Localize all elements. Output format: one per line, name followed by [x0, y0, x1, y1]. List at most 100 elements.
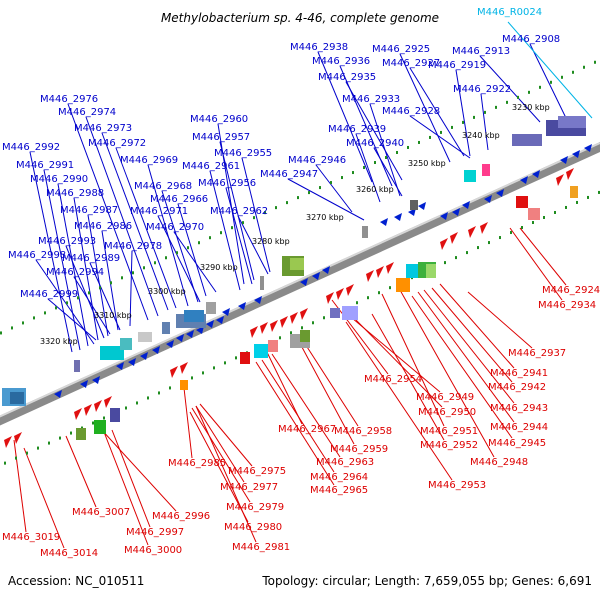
- forward-gene-label[interactable]: M446_2993: [38, 236, 96, 247]
- forward-gene-label[interactable]: M446_2960: [190, 114, 248, 125]
- reverse-gene-label[interactable]: M446_3019: [2, 532, 60, 543]
- forward-gene-label[interactable]: M446_2922: [453, 84, 511, 95]
- forward-gene-label[interactable]: M446_2938: [290, 42, 348, 53]
- gene-block[interactable]: [528, 208, 540, 220]
- reverse-gene-label[interactable]: M446_2975: [228, 466, 286, 477]
- forward-gene-label[interactable]: M446_2988: [46, 188, 104, 199]
- forward-gene-label[interactable]: M446_2968: [134, 181, 192, 192]
- reverse-gene-label[interactable]: M446_2997: [126, 527, 184, 538]
- forward-gene-arrow[interactable]: [176, 334, 184, 342]
- forward-gene-label[interactable]: M446_2998: [8, 250, 66, 261]
- reverse-gene-label[interactable]: M446_2934: [538, 300, 596, 311]
- reverse-gene-arrow[interactable]: [556, 174, 564, 186]
- gene-block[interactable]: [516, 196, 528, 208]
- gene-block[interactable]: [330, 308, 340, 318]
- reverse-gene-arrow[interactable]: [468, 226, 476, 238]
- forward-gene-label[interactable]: M446_2970: [146, 222, 204, 233]
- reverse-gene-label[interactable]: M446_2954: [364, 374, 422, 385]
- forward-gene-arrow[interactable]: [452, 208, 460, 216]
- forward-gene-arrow[interactable]: [254, 296, 262, 304]
- gene-block[interactable]: [76, 428, 86, 440]
- forward-gene-arrow[interactable]: [418, 202, 426, 210]
- forward-gene-label[interactable]: M446_2927: [382, 58, 440, 69]
- reverse-gene-label[interactable]: M446_2980: [224, 522, 282, 533]
- forward-gene-arrow[interactable]: [216, 316, 224, 324]
- forward-gene-label[interactable]: M446_2961: [182, 161, 240, 172]
- forward-gene-arrow[interactable]: [54, 390, 62, 398]
- forward-gene-label[interactable]: M446_2940: [346, 138, 404, 149]
- forward-gene-arrow[interactable]: [116, 362, 124, 370]
- gene-block[interactable]: [74, 360, 80, 372]
- forward-gene-arrow[interactable]: [496, 189, 504, 197]
- forward-gene-label[interactable]: M446_2989: [62, 253, 120, 264]
- forward-gene-label[interactable]: M446_2976: [40, 94, 98, 105]
- reverse-gene-arrow[interactable]: [386, 262, 394, 274]
- reverse-gene-arrow[interactable]: [14, 432, 22, 444]
- forward-gene-arrow[interactable]: [80, 380, 88, 388]
- forward-gene-label[interactable]: M446_2919: [428, 60, 486, 71]
- reverse-gene-label[interactable]: M446_2948: [470, 457, 528, 468]
- forward-gene-label[interactable]: M446_2908: [502, 34, 560, 45]
- forward-gene-label[interactable]: M446_2957: [192, 132, 250, 143]
- gene-block[interactable]: [10, 392, 24, 404]
- reverse-gene-arrow[interactable]: [4, 436, 12, 448]
- gene-block[interactable]: [268, 340, 278, 352]
- forward-gene-arrow[interactable]: [128, 358, 136, 366]
- forward-gene-label[interactable]: M446_2956: [198, 178, 256, 189]
- reverse-gene-label[interactable]: M446_2959: [330, 444, 388, 455]
- forward-gene-label[interactable]: M446_2999: [20, 289, 78, 300]
- reverse-gene-arrow[interactable]: [300, 308, 308, 320]
- forward-gene-arrow[interactable]: [238, 302, 246, 310]
- reverse-gene-arrow[interactable]: [170, 366, 178, 378]
- reverse-gene-label[interactable]: M446_3007: [72, 507, 130, 518]
- reverse-gene-label[interactable]: M446_2981: [232, 542, 290, 553]
- forward-gene-arrow[interactable]: [532, 170, 540, 178]
- forward-gene-label[interactable]: M446_2973: [74, 123, 132, 134]
- reverse-gene-label[interactable]: M446_2942: [488, 382, 546, 393]
- gene-block[interactable]: [184, 310, 204, 322]
- gene-block[interactable]: [254, 344, 268, 358]
- forward-gene-arrow[interactable]: [380, 218, 388, 226]
- forward-gene-arrow[interactable]: [394, 213, 402, 221]
- reverse-gene-label[interactable]: M446_2967: [278, 424, 336, 435]
- forward-gene-arrow[interactable]: [484, 195, 492, 203]
- forward-gene-label[interactable]: M446_2987: [60, 205, 118, 216]
- reverse-gene-label[interactable]: M446_2958: [334, 426, 392, 437]
- gene-block[interactable]: [570, 186, 578, 198]
- forward-gene-label[interactable]: M446_2966: [150, 194, 208, 205]
- forward-gene-arrow[interactable]: [166, 340, 174, 348]
- forward-gene-label[interactable]: M446_2962: [210, 206, 268, 217]
- reverse-gene-arrow[interactable]: [366, 270, 374, 282]
- forward-gene-arrow[interactable]: [572, 150, 580, 158]
- reverse-gene-arrow[interactable]: [346, 284, 354, 296]
- reverse-gene-label[interactable]: M446_2996: [152, 511, 210, 522]
- forward-gene-arrow[interactable]: [152, 346, 160, 354]
- reverse-gene-arrow[interactable]: [104, 396, 112, 408]
- gene-block[interactable]: [406, 264, 418, 278]
- reverse-gene-arrow[interactable]: [260, 322, 268, 334]
- forward-gene-arrow[interactable]: [462, 201, 470, 209]
- reverse-gene-label[interactable]: M446_2952: [420, 440, 478, 451]
- forward-gene-label[interactable]: M446_2913: [452, 46, 510, 57]
- reverse-gene-label[interactable]: M446_2979: [226, 502, 284, 513]
- reverse-gene-label[interactable]: M446_2945: [488, 438, 546, 449]
- forward-gene-arrow[interactable]: [206, 320, 214, 328]
- reverse-gene-arrow[interactable]: [480, 222, 488, 234]
- gene-block[interactable]: [94, 420, 106, 434]
- reverse-gene-arrow[interactable]: [280, 316, 288, 328]
- gene-block[interactable]: [260, 276, 264, 290]
- gene-block[interactable]: [138, 332, 152, 342]
- forward-gene-label[interactable]: M446_2936: [312, 56, 370, 67]
- gene-block[interactable]: [464, 170, 476, 182]
- reverse-gene-label[interactable]: M446_2949: [416, 392, 474, 403]
- reverse-gene-arrow[interactable]: [94, 400, 102, 412]
- forward-gene-label[interactable]: M446_2972: [88, 138, 146, 149]
- reverse-gene-arrow[interactable]: [250, 326, 258, 338]
- forward-gene-arrow[interactable]: [560, 156, 568, 164]
- reverse-gene-label[interactable]: M446_2977: [220, 482, 278, 493]
- reverse-gene-arrow[interactable]: [326, 292, 334, 304]
- reverse-gene-arrow[interactable]: [566, 168, 574, 180]
- reverse-gene-arrow[interactable]: [180, 362, 188, 374]
- reverse-gene-arrow[interactable]: [336, 288, 344, 300]
- forward-gene-label[interactable]: M446_2994: [46, 267, 104, 278]
